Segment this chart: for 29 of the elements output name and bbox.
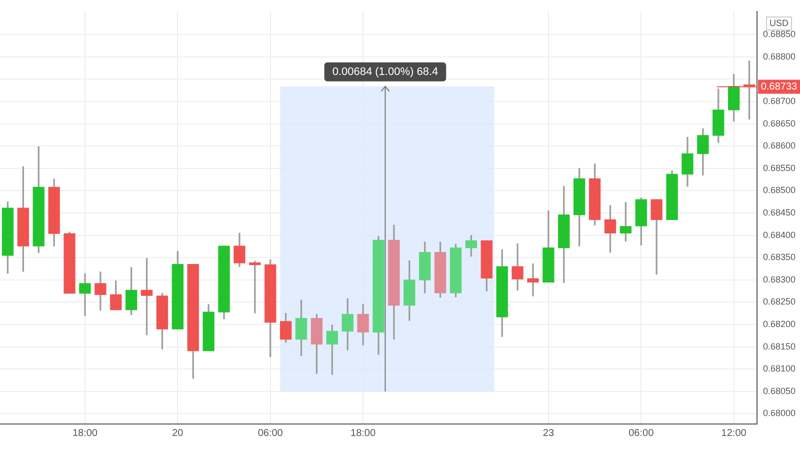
x-tick-label: 06:00 (258, 428, 284, 439)
y-tick-label: 0.68100 (763, 364, 796, 374)
y-tick-label: 0.68550 (763, 162, 796, 173)
y-tick-label: 0.68250 (763, 296, 796, 307)
x-tick-label: 18:00 (350, 428, 376, 439)
y-tick-label: 0.68300 (763, 274, 796, 284)
y-tick-label: 0.68800 (763, 51, 796, 62)
y-tick-label: 0.68650 (763, 118, 796, 128)
y-axis-title: USD (769, 18, 789, 28)
y-tick-label: 0.68150 (763, 341, 796, 352)
ref-line-label: 0.68733 (760, 82, 798, 93)
y-tick-label: 0.68700 (763, 96, 796, 106)
x-tick-label: 06:00 (628, 428, 654, 439)
y-tick-label: 0.68350 (763, 252, 796, 262)
y-tick-label: 0.68850 (763, 29, 796, 40)
y-tick-label: 0.68200 (763, 319, 796, 330)
y-tick-label: 0.68600 (763, 140, 796, 151)
x-tick-label: 18:00 (72, 428, 98, 439)
y-tick-label: 0.68450 (763, 208, 796, 218)
y-tick-label: 0.68000 (763, 408, 796, 418)
y-tick-label: 0.68500 (763, 185, 796, 196)
y-tick-label: 0.68400 (763, 230, 796, 240)
x-tick-label: 23 (542, 428, 554, 439)
x-tick-label: 20 (172, 428, 184, 439)
x-tick-label: 12:00 (721, 428, 747, 439)
candlestick (527, 264, 539, 296)
y-tick-label: 0.68050 (763, 386, 796, 396)
candlestick (79, 273, 91, 316)
band-label: 0.00684 (1.00%) 68.4 (332, 66, 438, 78)
